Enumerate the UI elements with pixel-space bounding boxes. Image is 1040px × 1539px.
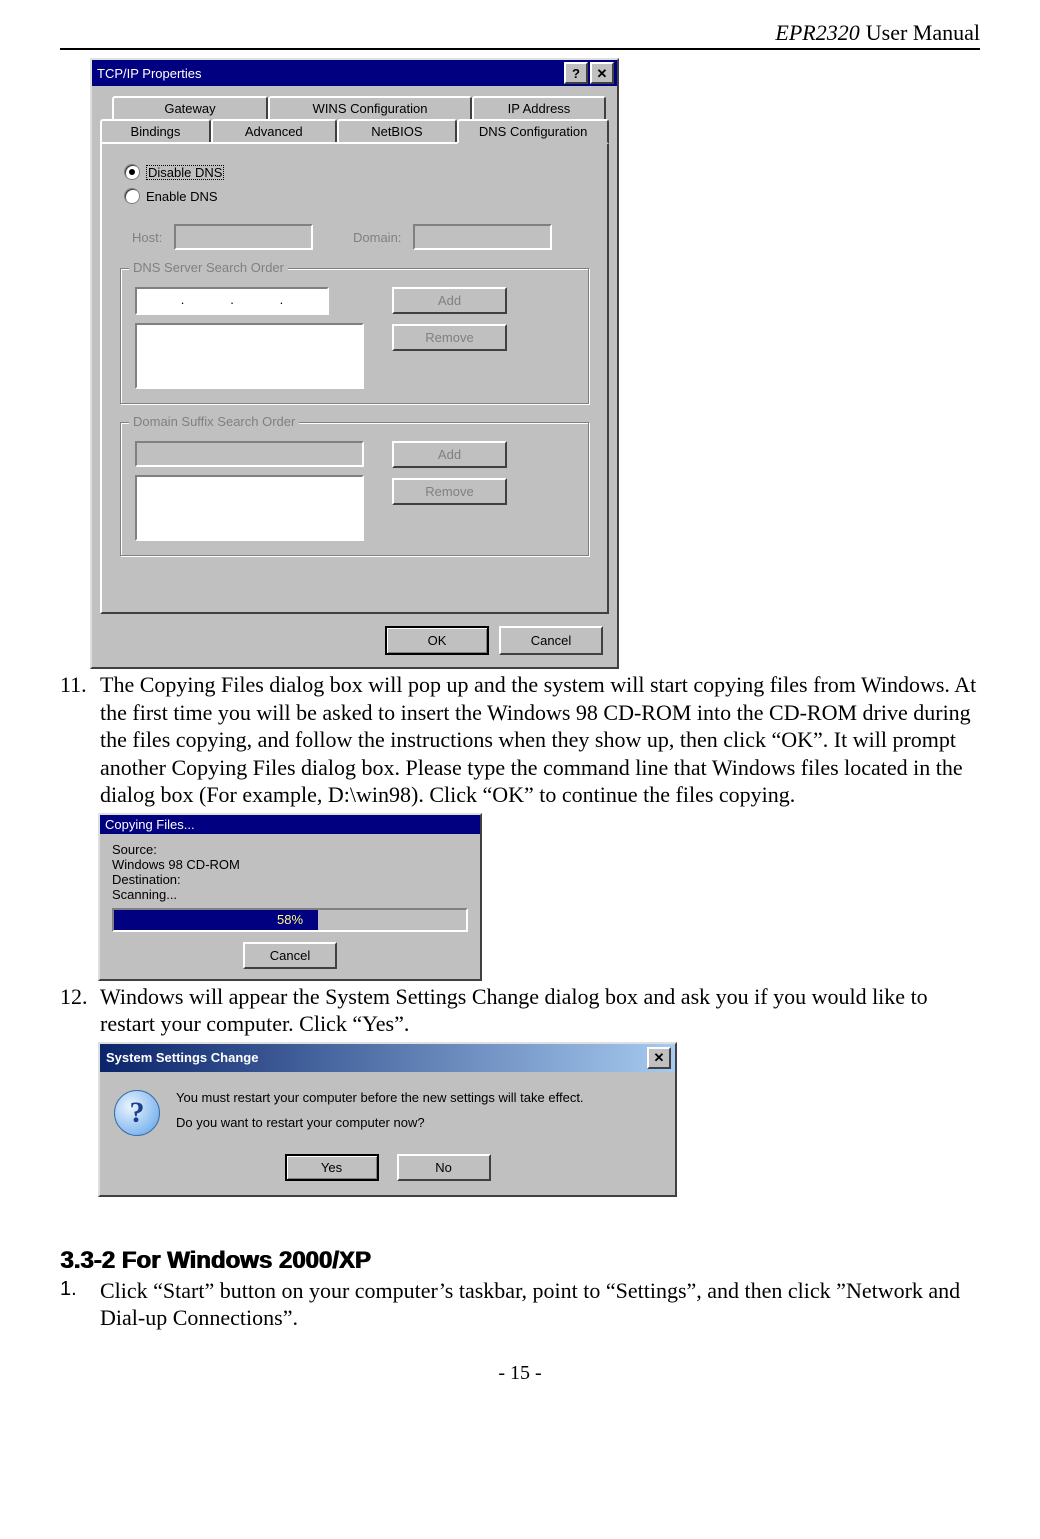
host-label: Host: [132,230,174,245]
step-number: 11. [60,671,100,809]
dialog-title: Copying Files... [103,817,477,832]
titlebar[interactable]: System Settings Change ✕ [100,1044,675,1072]
tab-bindings[interactable]: Bindings [100,119,211,142]
host-input [174,224,313,250]
add-button: Add [392,287,507,314]
copying-files-dialog: Copying Files... Source: Windows 98 CD-R… [98,813,482,981]
domain-suffix-group: Domain Suffix Search Order Add Remove [120,422,589,556]
step-text: The Copying Files dialog box will pop up… [100,671,980,809]
tab-ipaddress[interactable]: IP Address [472,96,606,119]
step-text: Click “Start” button on your computer’s … [100,1277,980,1332]
section-heading: 3.3-2 For Windows 2000/XP [60,1247,980,1275]
product-name: EPR2320 [775,20,859,46]
dns-server-group: DNS Server Search Order . . . [120,268,589,404]
message-line-1: You must restart your computer before th… [176,1090,584,1105]
group-title: DNS Server Search Order [129,260,288,275]
domain-input [413,224,552,250]
dest-label: Destination: [112,872,468,887]
titlebar[interactable]: Copying Files... [100,815,480,834]
step-12: 12. Windows will appear the System Setti… [60,983,980,1038]
ip-input: . . . [135,287,329,315]
titlebar[interactable]: TCP/IP Properties ? ✕ [92,60,617,86]
progress-bar: 58% [112,908,468,932]
dns-list [135,323,364,389]
suffix-list [135,475,364,541]
page-header: EPR2320 User Manual [60,20,980,50]
source-label: Source: [112,842,468,857]
radio-label: Disable DNS [146,165,224,180]
ok-button[interactable]: OK [385,626,489,655]
system-settings-change-dialog: System Settings Change ✕ ? You must rest… [98,1042,677,1197]
tab-gateway[interactable]: Gateway [112,96,268,119]
radio-disable-dns[interactable]: Disable DNS [124,164,589,180]
source-value: Windows 98 CD-ROM [112,857,468,872]
progress-label: 58% [114,910,466,930]
message-line-2: Do you want to restart your computer now… [176,1115,584,1130]
step-1: 1. Click “Start” button on your computer… [60,1277,980,1332]
tcpip-properties-dialog: TCP/IP Properties ? ✕ Gateway WINS Confi… [90,58,619,669]
group-title: Domain Suffix Search Order [129,414,299,429]
dialog-title: System Settings Change [104,1050,645,1065]
no-button[interactable]: No [397,1154,491,1181]
remove-button: Remove [392,478,507,505]
close-button[interactable]: ✕ [590,62,614,84]
step-number: 12. [60,983,100,1038]
scan-label: Scanning... [112,887,468,902]
tab-panel: Disable DNS Enable DNS Host: Domain: DNS… [100,142,609,614]
suffix-input [135,441,364,467]
dialog-title: TCP/IP Properties [95,66,562,81]
radio-enable-dns[interactable]: Enable DNS [124,188,589,204]
tab-advanced[interactable]: Advanced [211,119,337,142]
manual-label: User Manual [866,20,980,46]
tab-netbios[interactable]: NetBIOS [337,119,458,142]
tab-wins[interactable]: WINS Configuration [268,96,472,119]
add-button: Add [392,441,507,468]
cancel-button[interactable]: Cancel [499,626,603,655]
radio-label: Enable DNS [146,189,218,204]
question-icon: ? [114,1090,160,1136]
step-number: 1. [60,1277,100,1332]
step-text: Windows will appear the System Settings … [100,983,980,1038]
cancel-button[interactable]: Cancel [243,942,337,969]
remove-button: Remove [392,324,507,351]
step-11: 11. The Copying Files dialog box will po… [60,671,980,809]
yes-button[interactable]: Yes [285,1154,379,1181]
page-footer: - 15 - [60,1362,980,1385]
domain-label: Domain: [353,230,413,245]
close-button[interactable]: ✕ [647,1047,671,1069]
radio-icon [124,164,140,180]
tab-dns-config[interactable]: DNS Configuration [457,119,609,144]
radio-icon [124,188,140,204]
help-button[interactable]: ? [564,62,588,84]
